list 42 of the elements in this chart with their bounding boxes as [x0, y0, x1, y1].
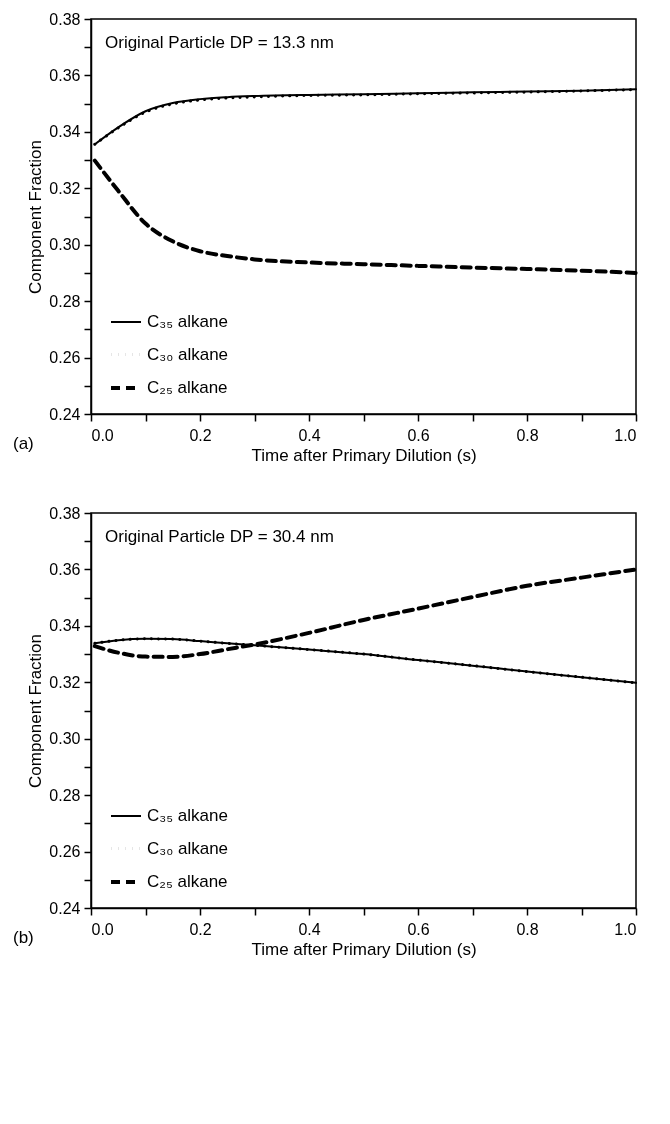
annotation: Original Particle DP = 30.4 nm — [105, 527, 334, 546]
y-axis-title: Component Fraction — [26, 633, 46, 789]
x-tick-label: 1.0 — [614, 426, 637, 444]
x-tick-label: 0.4 — [298, 920, 321, 938]
x-tick-label: 0.6 — [407, 426, 430, 444]
y-tick-label: 0.30 — [49, 236, 81, 254]
x-tick-label: 0.2 — [189, 920, 212, 938]
x-tick-label: 0.8 — [516, 920, 539, 938]
x-tick-label: 0.6 — [407, 920, 430, 938]
y-tick-label: 0.36 — [49, 66, 81, 84]
x-tick-label: 0.0 — [91, 920, 114, 938]
y-tick-label: 0.34 — [49, 617, 81, 635]
x-tick-label: 0.4 — [298, 426, 321, 444]
y-axis-title: Component Fraction — [26, 139, 46, 295]
legend-label: C₂₅ alkane — [147, 872, 228, 891]
x-tick-label: 0.2 — [189, 426, 212, 444]
y-tick-label: 0.30 — [49, 730, 81, 748]
x-axis-title: Time after Primary Dilution (s) — [251, 939, 477, 959]
y-tick-label: 0.28 — [49, 786, 81, 804]
x-tick-label: 1.0 — [614, 920, 637, 938]
y-tick-label: 0.26 — [49, 349, 81, 367]
y-tick-label: 0.38 — [49, 10, 81, 28]
legend-label: C₃₅ alkane — [147, 806, 228, 825]
annotation: Original Particle DP = 13.3 nm — [105, 33, 334, 52]
y-tick-label: 0.26 — [49, 843, 81, 861]
x-axis-title: Time after Primary Dilution (s) — [251, 445, 477, 465]
y-tick-label: 0.24 — [49, 899, 81, 917]
legend-label: C₂₅ alkane — [147, 378, 228, 397]
y-tick-label: 0.32 — [49, 673, 81, 691]
y-tick-label: 0.32 — [49, 179, 81, 197]
y-tick-label: 0.36 — [49, 560, 81, 578]
y-tick-label: 0.28 — [49, 292, 81, 310]
legend-label: C₃₅ alkane — [147, 312, 228, 331]
text: (a) — [13, 434, 34, 453]
x-tick-label: 0.8 — [516, 426, 539, 444]
legend-label: C₃₀ alkane — [147, 344, 229, 364]
y-tick-label: 0.24 — [49, 405, 81, 423]
y-tick-label: 0.38 — [49, 504, 81, 522]
x-tick-label: 0.0 — [91, 426, 114, 444]
text: (b) — [13, 928, 34, 947]
y-tick-label: 0.34 — [49, 123, 81, 141]
legend-label: C₃₀ alkane — [147, 838, 229, 858]
